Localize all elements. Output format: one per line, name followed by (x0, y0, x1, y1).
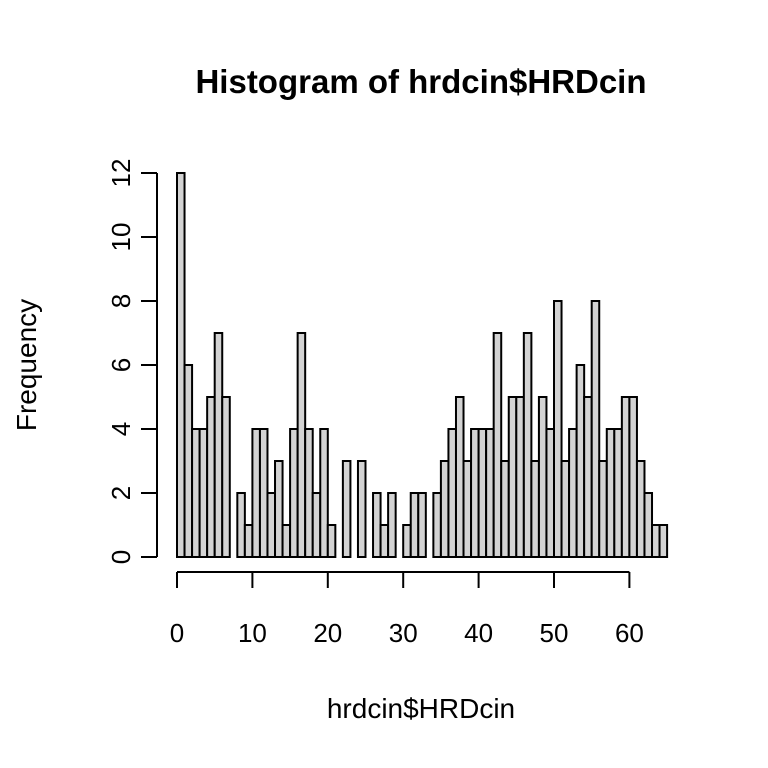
y-axis: 0 2 4 6 8 10 12 (106, 159, 158, 564)
y-tick-label: 2 (106, 486, 136, 500)
histogram-bar (432, 492, 442, 558)
histogram-bar (658, 524, 669, 558)
bars-group (176, 172, 669, 558)
histogram-bar (492, 332, 503, 558)
histogram-bar (537, 396, 548, 558)
histogram-bar (289, 428, 299, 558)
histogram-bar (402, 524, 412, 558)
histogram-bar (651, 524, 661, 558)
histogram-bar (176, 172, 186, 558)
histogram-bar (439, 460, 450, 558)
histogram-bar (545, 428, 556, 558)
histogram-bar (568, 428, 578, 558)
histogram-bar (341, 460, 352, 558)
histogram-bar (485, 428, 495, 558)
histogram-bar (236, 492, 246, 558)
histogram-bar (296, 332, 307, 558)
histogram-bar (598, 460, 608, 558)
histogram-bar (304, 428, 314, 558)
histogram-bar (206, 396, 216, 558)
histogram-bar (620, 396, 631, 558)
x-tick-label: 50 (540, 618, 569, 648)
x-tick-label: 30 (389, 618, 418, 648)
y-axis-label: Frequency (11, 299, 42, 431)
histogram-bar (575, 364, 586, 558)
histogram-bar (507, 396, 518, 558)
y-tick-label: 10 (106, 223, 136, 252)
histogram-bar (470, 428, 480, 558)
histogram-bar (417, 492, 427, 558)
chart-title: Histogram of hrdcin$HRDcin (195, 63, 646, 100)
histogram-bar (515, 396, 525, 558)
y-tick-label: 4 (106, 422, 136, 436)
histogram-bar (221, 396, 231, 558)
x-tick-label: 0 (170, 618, 184, 648)
histogram-bar (258, 428, 269, 558)
histogram-bar (372, 492, 382, 558)
histogram-bar (183, 364, 194, 558)
y-tick-label: 8 (106, 294, 136, 308)
histogram-bar (198, 428, 209, 558)
y-tick-label: 0 (106, 550, 136, 564)
histogram-bar (356, 460, 367, 558)
histogram-bar (274, 460, 284, 558)
histogram-bar (530, 460, 540, 558)
x-tick-label: 40 (464, 618, 493, 648)
histogram-bar (326, 524, 337, 558)
histogram-bar (522, 332, 533, 558)
x-tick-label: 20 (313, 618, 342, 648)
histogram-bar (500, 460, 510, 558)
histogram-bar (643, 492, 654, 558)
histogram-bar (311, 492, 322, 558)
histogram-bar (454, 396, 465, 558)
histogram-bar (387, 492, 397, 558)
histogram-bar (583, 396, 593, 558)
histogram-bar (560, 460, 571, 558)
x-axis-label: hrdcin$HRDcin (327, 693, 515, 724)
histogram-bar (590, 300, 601, 558)
histogram-bar (379, 524, 390, 558)
histogram-bar (462, 460, 473, 558)
histogram-bar (319, 428, 329, 558)
histogram-bar (447, 428, 457, 558)
y-tick-label: 6 (106, 358, 136, 372)
x-tick-label: 60 (615, 618, 644, 648)
x-tick-label: 10 (238, 618, 267, 648)
histogram-bar (613, 428, 623, 558)
histogram-bar (553, 300, 563, 558)
histogram-bar (266, 492, 277, 558)
histogram-bar (635, 460, 646, 558)
x-axis: 0 10 20 30 40 50 60 (170, 571, 644, 648)
histogram-bar (191, 428, 201, 558)
histogram-bar (243, 524, 254, 558)
histogram-bar (251, 428, 261, 558)
histogram-bar (281, 524, 292, 558)
histogram-bar (213, 332, 224, 558)
histogram-bar (477, 428, 488, 558)
y-tick-label: 12 (106, 159, 136, 188)
histogram-bar (628, 396, 638, 558)
histogram-bar (605, 428, 616, 558)
histogram-bar (409, 492, 420, 558)
